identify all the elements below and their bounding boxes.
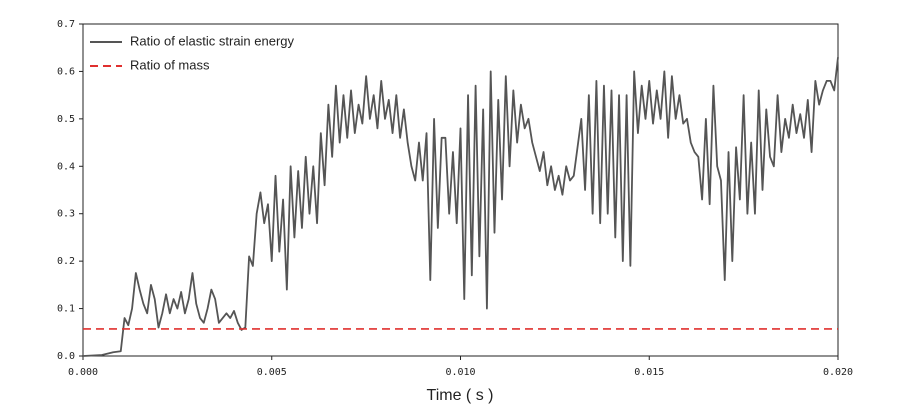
y-tick-label: 0.1 [57,304,75,315]
y-tick-label: 0.6 [57,66,75,77]
x-tick-label: 0.020 [823,367,853,378]
x-tick-label: 0.005 [257,367,287,378]
y-tick-label: 0.7 [57,19,75,30]
legend-label: Ratio of elastic strain energy [130,33,295,48]
x-axis-label: Time ( s ) [427,387,494,404]
x-tick-label: 0.010 [445,367,475,378]
y-tick-label: 0.5 [57,114,75,125]
y-tick-label: 0.0 [57,351,75,362]
y-tick-label: 0.3 [57,209,75,220]
y-tick-label: 0.4 [57,161,75,172]
legend-label: Ratio of mass [130,57,210,72]
x-tick-label: 0.000 [68,367,98,378]
x-tick-label: 0.015 [634,367,664,378]
y-tick-label: 0.2 [57,256,75,267]
series-line [82,57,839,357]
